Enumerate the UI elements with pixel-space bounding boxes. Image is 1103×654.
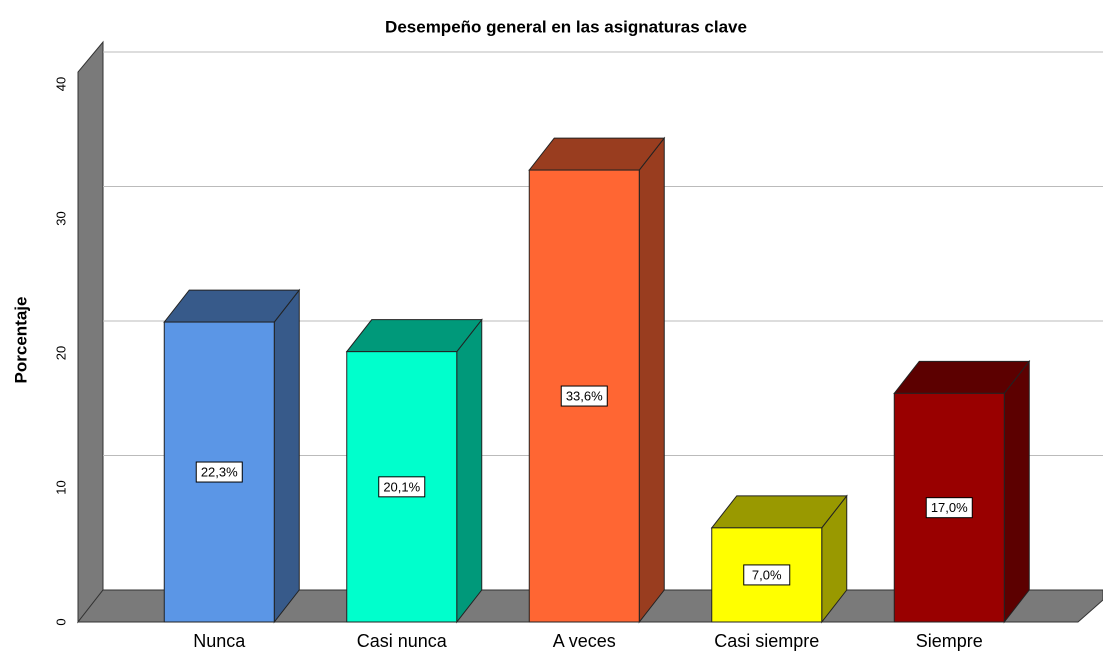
value-label-box xyxy=(560,385,608,407)
x-tick-label: A veces xyxy=(553,631,616,651)
bar-side xyxy=(638,136,665,624)
value-label-box xyxy=(925,497,973,519)
y-tick-label: 30 xyxy=(53,211,68,225)
value-label-box xyxy=(743,564,791,586)
bar-side xyxy=(273,288,300,624)
value-label-box xyxy=(195,461,243,483)
value-label: 22,3% xyxy=(201,464,238,479)
y-axis-label: Porcentaje xyxy=(11,297,30,384)
bar-side xyxy=(1003,359,1030,624)
chart-title: Desempeño general en las asignaturas cla… xyxy=(385,17,747,36)
value-label: 7,0% xyxy=(752,567,782,582)
value-label: 17,0% xyxy=(931,500,968,515)
value-label: 20,1% xyxy=(383,479,420,494)
value-label: 33,6% xyxy=(566,388,603,403)
x-tick-label: Nunca xyxy=(193,631,246,651)
x-tick-label: Casi siempre xyxy=(714,631,819,651)
x-tick-label: Casi nunca xyxy=(357,631,448,651)
y-tick-label: 10 xyxy=(53,480,68,494)
value-label-box xyxy=(378,476,426,498)
bar xyxy=(163,321,275,623)
left-wall xyxy=(77,40,104,624)
x-tick-label: Siempre xyxy=(916,631,983,651)
y-tick-label: 0 xyxy=(53,618,68,625)
bar-side xyxy=(456,318,483,624)
y-tick-label: 20 xyxy=(53,346,68,360)
y-tick-label: 40 xyxy=(53,77,68,91)
